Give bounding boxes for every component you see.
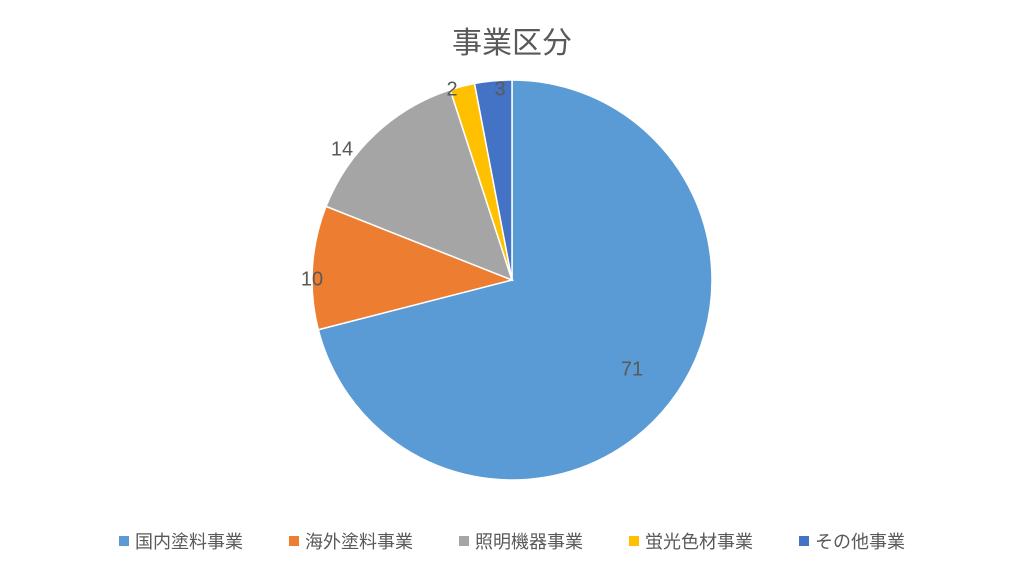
- data-label: 14: [331, 139, 353, 162]
- legend-label: その他事業: [815, 528, 905, 554]
- data-label: 10: [301, 269, 323, 292]
- legend-item: 海外塗料事業: [289, 528, 413, 554]
- legend-label: 国内塗料事業: [135, 528, 243, 554]
- legend-item: 蛍光色材事業: [629, 528, 753, 554]
- data-label: 71: [621, 359, 643, 382]
- legend-swatch: [799, 536, 809, 546]
- legend-swatch: [289, 536, 299, 546]
- data-label: 3: [494, 79, 505, 102]
- legend-label: 海外塗料事業: [305, 528, 413, 554]
- pie-chart: [312, 80, 712, 480]
- chart-container: 事業区分 71 10 14 2 3 国内塗料事業 海外塗料事業 照明機器事業 蛍光色材事業 その…: [0, 0, 1024, 576]
- legend-swatch: [119, 536, 129, 546]
- legend-swatch: [629, 536, 639, 546]
- legend-label: 照明機器事業: [475, 528, 583, 554]
- legend-item: その他事業: [799, 528, 905, 554]
- data-label: 2: [446, 79, 457, 102]
- legend: 国内塗料事業 海外塗料事業 照明機器事業 蛍光色材事業 その他事業: [0, 528, 1024, 554]
- legend-item: 国内塗料事業: [119, 528, 243, 554]
- legend-swatch: [459, 536, 469, 546]
- chart-title: 事業区分: [0, 18, 1024, 62]
- legend-label: 蛍光色材事業: [645, 528, 753, 554]
- legend-item: 照明機器事業: [459, 528, 583, 554]
